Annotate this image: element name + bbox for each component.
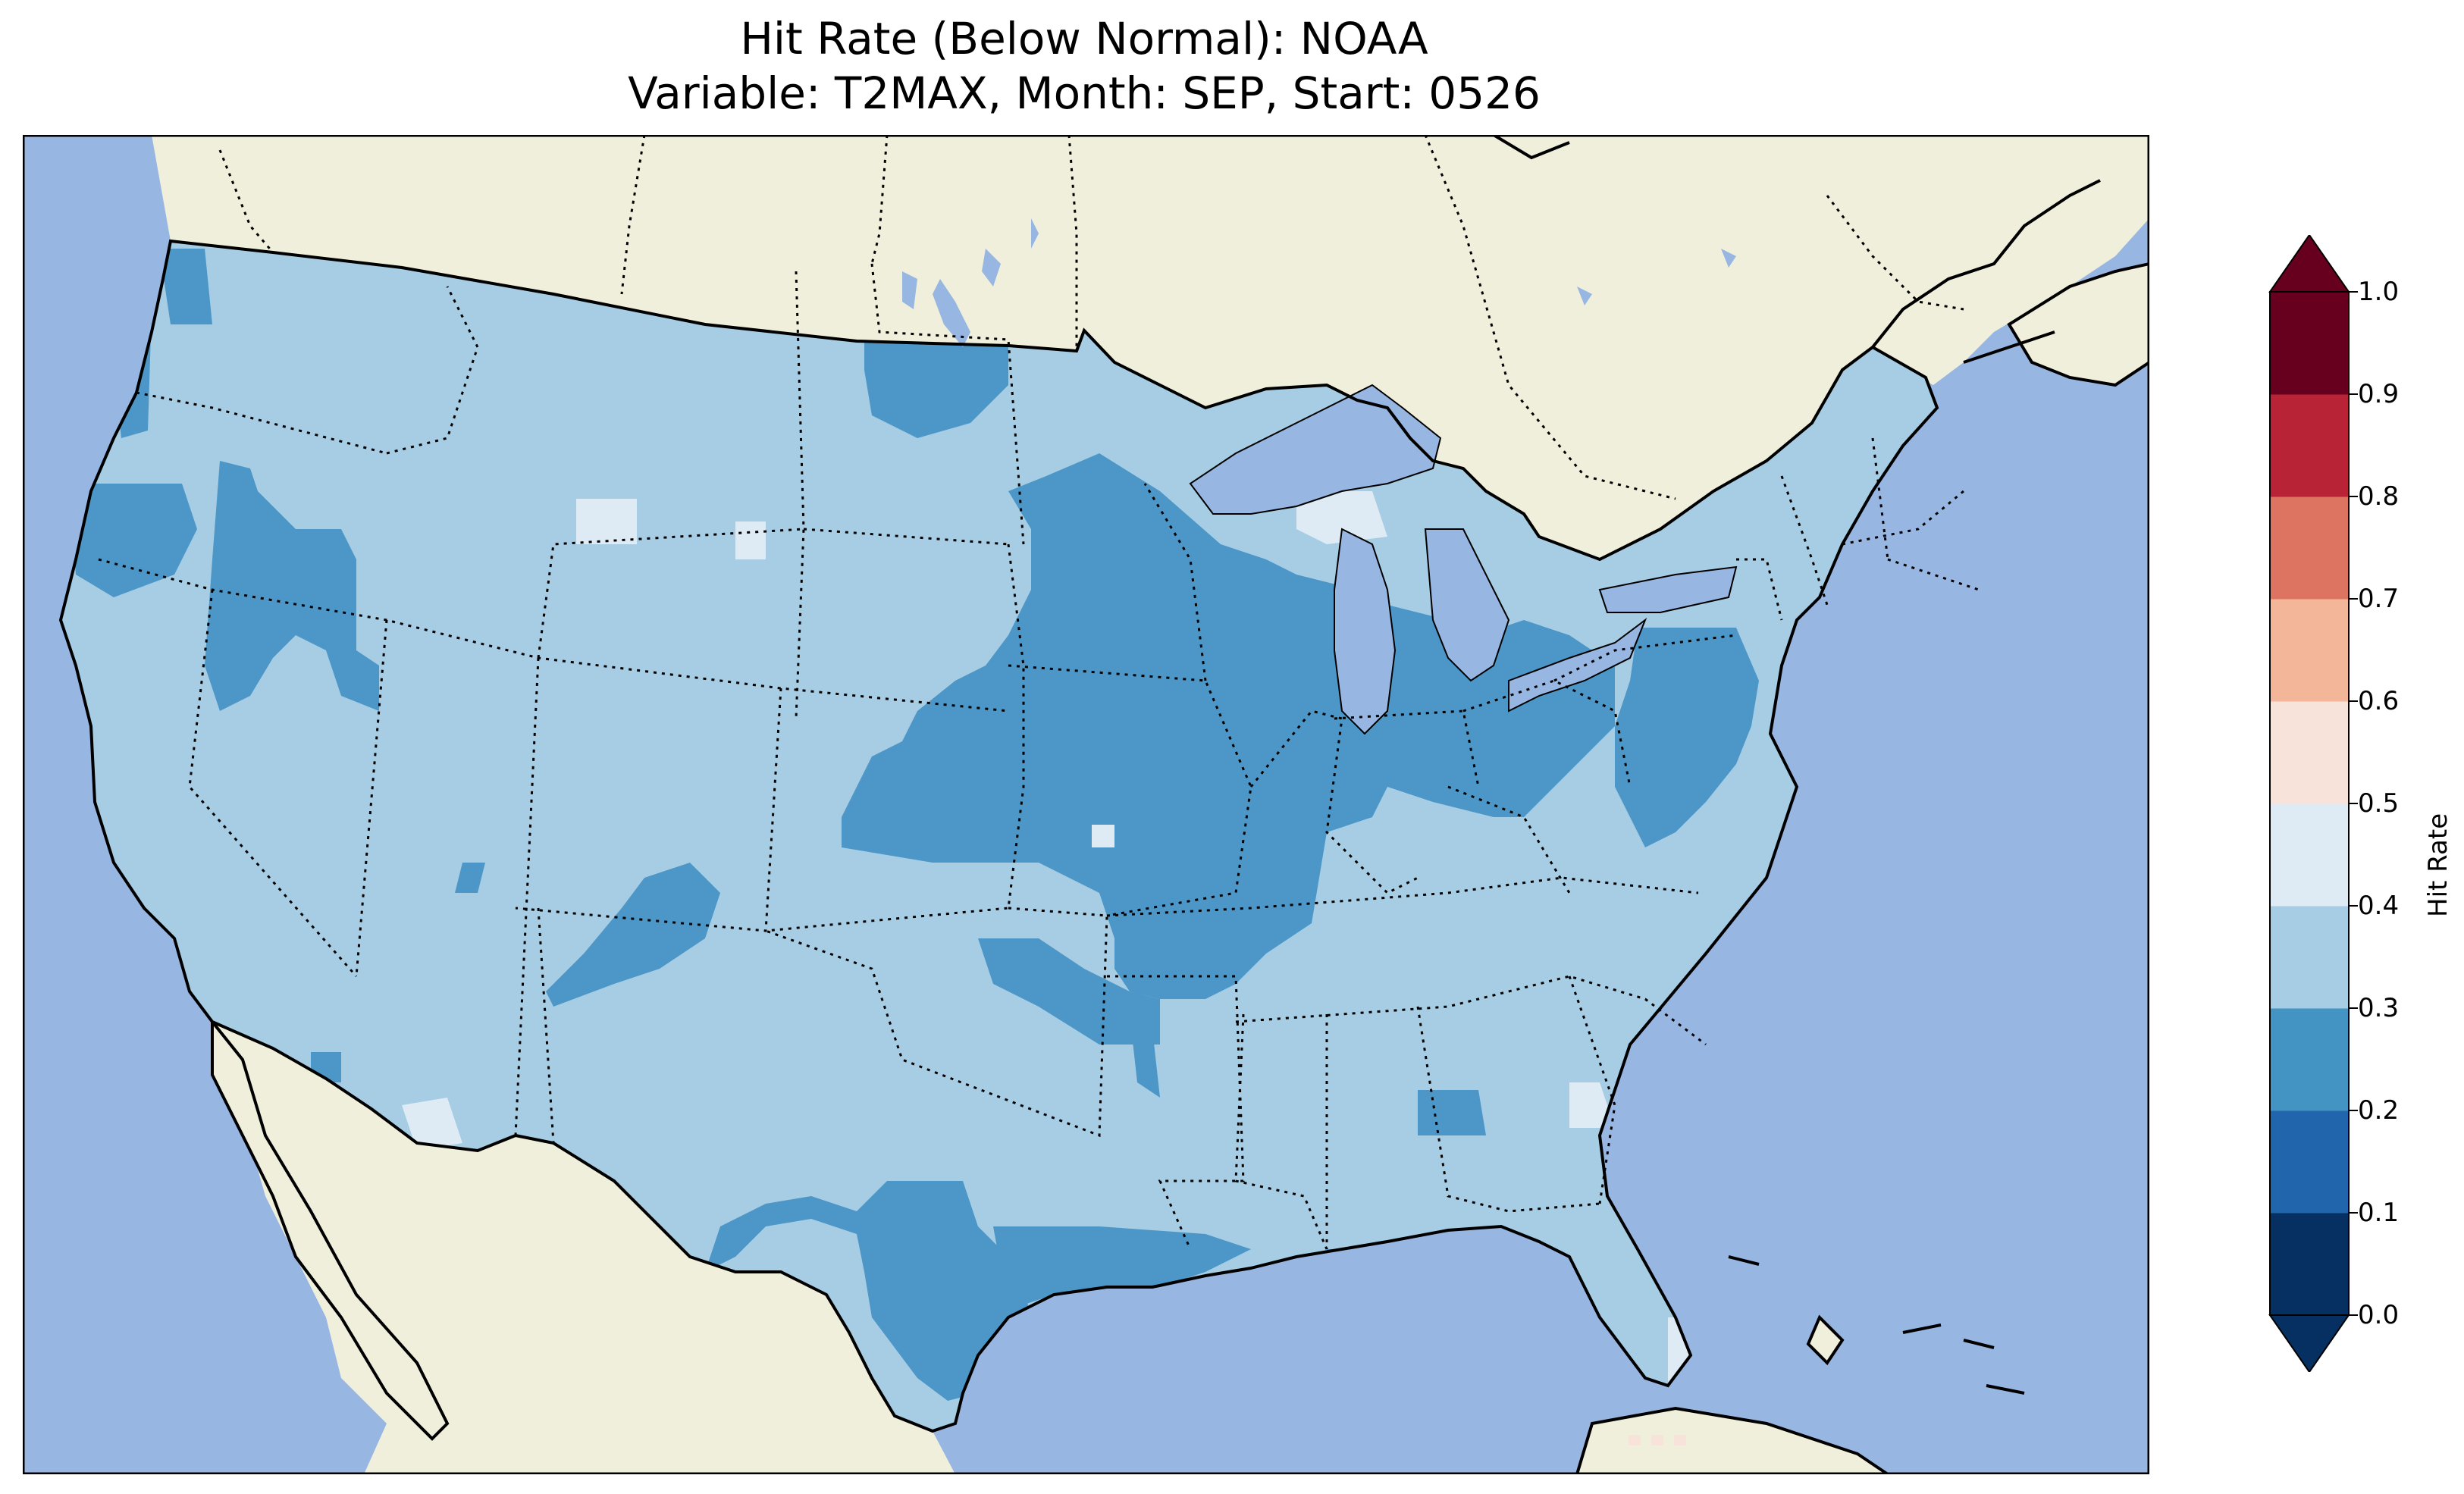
map-title: Hit Rate (Below Normal): NOAA bbox=[740, 13, 1428, 64]
colorbar-bin bbox=[2270, 496, 2349, 600]
map-subtitle: Variable: T2MAX, Month: SEP, Start: 0526 bbox=[628, 67, 1541, 119]
colorbar-tick-label: 0.8 bbox=[2358, 481, 2400, 512]
bahamas-island bbox=[1728, 1255, 2025, 1395]
colorbar-tick-label: 0.6 bbox=[2358, 686, 2400, 716]
newfoundland-land bbox=[2007, 262, 2149, 387]
map-panel bbox=[23, 135, 2149, 1474]
colorbar-tick-label: 0.1 bbox=[2358, 1198, 2400, 1228]
florida-keys-cells bbox=[1629, 1435, 1686, 1445]
colorbar-tick-label: 0.7 bbox=[2358, 584, 2400, 614]
colorbar-tick-label: 0.4 bbox=[2358, 891, 2400, 921]
colorbar-bin bbox=[2270, 906, 2349, 1009]
colorbar-extend-bottom bbox=[2268, 1314, 2350, 1372]
coastline-details bbox=[1492, 135, 2101, 364]
canadian-lakes bbox=[902, 218, 1736, 347]
colorbar-bin bbox=[2270, 1008, 2349, 1111]
colorbar-tick-label: 0.2 bbox=[2358, 1095, 2400, 1126]
colorbar-bin bbox=[2270, 599, 2349, 702]
state-borders bbox=[98, 135, 1980, 1250]
colorbar-tick-label: 0.9 bbox=[2358, 379, 2400, 409]
colorbar-bin bbox=[2270, 803, 2349, 907]
colorbar-tick-label: 0.0 bbox=[2358, 1300, 2400, 1330]
colorbar-bin bbox=[2270, 701, 2349, 804]
canada-us-border bbox=[170, 240, 1077, 352]
colorbar-tick-label: 1.0 bbox=[2358, 277, 2400, 307]
baja-land bbox=[211, 1017, 450, 1441]
colorbar-tick-label: 0.5 bbox=[2358, 788, 2400, 819]
colorbar-tick-label: 0.3 bbox=[2358, 993, 2400, 1023]
colorbar-bin bbox=[2270, 1110, 2349, 1214]
canada-land bbox=[152, 135, 2149, 559]
colorbar-bin bbox=[2270, 394, 2349, 497]
colorbar bbox=[2268, 235, 2358, 1372]
colorbar-label: Hit Rate bbox=[2423, 813, 2453, 917]
colorbar-bin bbox=[2270, 1213, 2349, 1316]
map-frame bbox=[23, 135, 2149, 1474]
cuba-land bbox=[1575, 1406, 1891, 1474]
colorbar-extend-top bbox=[2268, 235, 2350, 293]
colorbar-title: Hit Rate bbox=[2419, 803, 2464, 955]
colorbar-bin bbox=[2270, 292, 2349, 395]
great-lakes bbox=[1189, 384, 1738, 735]
bahamas-island bbox=[1806, 1314, 1845, 1366]
